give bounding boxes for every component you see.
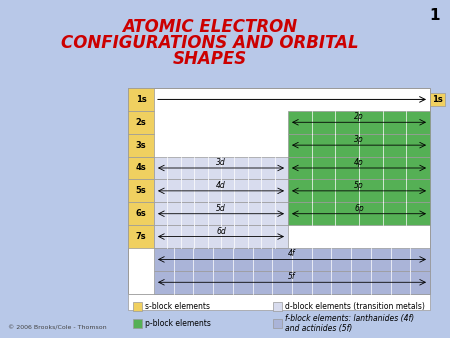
Bar [288, 202, 430, 225]
Text: 4f: 4f [288, 249, 296, 259]
Bar [128, 225, 154, 248]
Text: 6s: 6s [135, 209, 146, 218]
Text: 3p: 3p [354, 135, 364, 144]
Text: 4s: 4s [135, 164, 146, 172]
Text: 2s: 2s [135, 118, 146, 127]
Text: ATOMIC ELECTRON: ATOMIC ELECTRON [122, 18, 297, 36]
Bar [154, 271, 430, 294]
Text: SHAPES: SHAPES [173, 50, 247, 68]
Bar [128, 156, 154, 179]
Text: 5f: 5f [288, 272, 296, 281]
Bar [154, 225, 288, 248]
Bar [128, 294, 430, 310]
Text: 7s: 7s [136, 232, 146, 241]
Text: 3s: 3s [136, 141, 146, 150]
Bar [133, 319, 142, 328]
Text: 5d: 5d [216, 204, 226, 213]
Bar [128, 202, 154, 225]
Bar [288, 134, 430, 156]
Bar [133, 302, 142, 311]
Bar [128, 134, 154, 156]
Bar [154, 179, 288, 202]
Bar [154, 202, 288, 225]
Text: 6d: 6d [216, 226, 226, 236]
Text: s-block elements: s-block elements [145, 302, 210, 311]
Bar [273, 319, 282, 328]
Text: f-block elements: lanthanides (4f)
and actinides (5f): f-block elements: lanthanides (4f) and a… [285, 314, 414, 333]
Bar [288, 111, 430, 134]
Text: 1: 1 [429, 8, 440, 23]
Text: 4p: 4p [354, 158, 364, 167]
Text: p-block elements: p-block elements [145, 319, 211, 328]
Bar [128, 88, 430, 294]
Bar [128, 88, 154, 111]
Text: 1s: 1s [135, 95, 146, 104]
Bar [154, 248, 430, 271]
Text: 6p: 6p [354, 204, 364, 213]
Text: 3d: 3d [216, 158, 226, 167]
Text: CONFIGURATIONS AND ORBITAL: CONFIGURATIONS AND ORBITAL [61, 34, 359, 52]
Text: 4d: 4d [216, 181, 226, 190]
Bar [288, 156, 430, 179]
Text: 5p: 5p [354, 181, 364, 190]
Bar [288, 179, 430, 202]
Bar [273, 302, 282, 311]
Text: 1s: 1s [432, 95, 443, 104]
Bar [128, 179, 154, 202]
Text: d-block elements (transition metals): d-block elements (transition metals) [285, 302, 425, 311]
Bar [154, 156, 288, 179]
Bar [128, 111, 154, 134]
Text: 5s: 5s [135, 186, 146, 195]
Text: © 2006 Brooks/Cole - Thomson: © 2006 Brooks/Cole - Thomson [8, 325, 107, 330]
Text: 2p: 2p [354, 112, 364, 121]
